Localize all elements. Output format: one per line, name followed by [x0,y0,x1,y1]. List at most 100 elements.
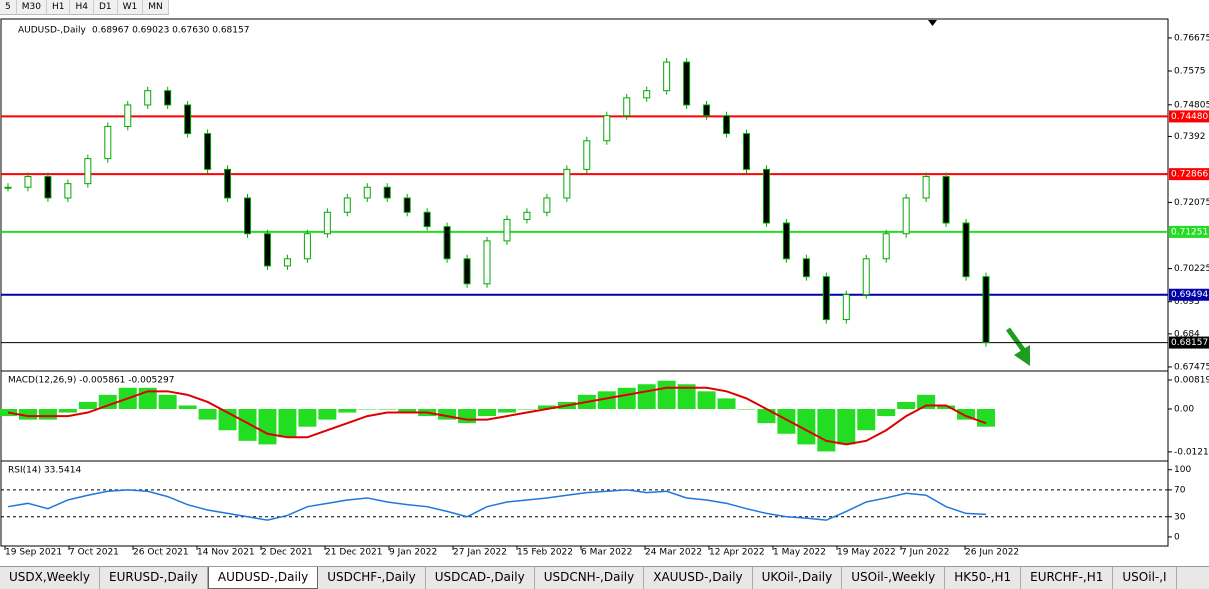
macd-bar [717,398,736,410]
symbol-tab[interactable]: EURCHF-,H1 [1021,567,1114,589]
macd-bar [537,405,556,410]
candle-body [343,197,351,213]
candle-body [263,233,271,267]
candle-body [164,90,172,106]
timeframe-button[interactable]: MN [143,0,169,14]
macd-bar [977,409,995,427]
x-tick-label: 12 Apr 2022 [709,548,765,558]
level-label-box [1169,110,1209,123]
timeframe-button[interactable]: 5 [0,0,17,14]
timeframe-button[interactable]: W1 [118,0,144,14]
candle-body [543,197,551,213]
macd-bar [298,409,317,427]
macd-bar [957,409,976,420]
candle-body [643,90,651,99]
symbol-tab[interactable]: USDCHF-,Daily [318,567,426,589]
timeframe-button[interactable]: H4 [70,0,94,14]
symbol-tabs: USDX,Weekly EURUSD-,Daily AUDUSD-,Daily USD… [0,566,1209,589]
candle-body [4,186,12,189]
candle-body [623,97,631,117]
y-tick-label: 30 [1174,512,1186,522]
timeframe-button[interactable]: D1 [94,0,118,14]
chart: 0.76675 0.7575 0.74805 0.7392 0.72075 0.70225… [0,18,1209,558]
candle-body [982,276,990,344]
x-tick-label: 7 Oct 2021 [69,548,119,558]
y-tick-label: 0.70225 [1174,264,1209,274]
macd-bar [458,409,477,424]
x-tick-label: 9 Jan 2022 [389,548,437,558]
macd-bar [657,380,676,410]
level-label: 0.72866 [1171,170,1208,180]
symbol-tab[interactable]: USOil-,Weekly [842,567,946,589]
trend-arrow [1005,327,1027,353]
level-label: 0.74480 [1171,112,1208,122]
symbol-tab[interactable]: USOil-,I [1113,567,1177,589]
candle-body [44,176,52,199]
symbol-tab[interactable]: EURUSD-,Daily [100,567,208,589]
macd-bar [478,409,497,417]
candle-body [24,176,32,188]
candle-body [882,233,890,260]
macd-bar [378,409,397,410]
candle-body [842,294,850,321]
candle-body [363,186,371,199]
candle-body [802,258,810,278]
candle-body [902,197,910,235]
y-tick-label: 0.76675 [1174,33,1209,43]
symbol-tab[interactable]: AUDUSD-,Daily [207,567,319,589]
symbol-tab[interactable]: USDCNH-,Daily [535,567,645,589]
macd-bar [757,409,776,424]
macd-bar [737,409,756,410]
level-label: 0.68157 [1171,338,1208,348]
symbol-tab[interactable]: XAUUSD-,Daily [644,567,753,589]
candle-body [603,115,611,142]
macd-bar [58,409,77,413]
macd-bar [318,409,337,420]
macd-bar [697,391,716,410]
macd-bar [897,401,916,410]
candle-body [124,104,132,127]
y-tick-label: 0.693 [1174,297,1200,307]
macd-bar [398,409,417,413]
x-tick-label: 7 Jun 2022 [901,548,949,558]
macd-bar [817,409,836,452]
x-tick-label: 27 Jan 2022 [453,548,507,558]
x-tick-label: 19 Sep 2021 [5,548,62,558]
y-tick-label: 0.7575 [1174,66,1206,76]
y-tick-label: 0.72075 [1174,198,1209,208]
macd-bar [797,409,816,445]
y-tick-label: 0.67475 [1174,362,1209,372]
symbol-tab[interactable]: USDX,Weekly [0,567,100,589]
symbol-tab[interactable]: USDCAD-,Daily [426,567,535,589]
candle-body [922,176,930,199]
level-label-box [1169,168,1209,181]
macd-bar [877,409,896,417]
candle-body [104,125,112,160]
timeframe-button[interactable]: H1 [47,0,71,14]
candle-body [822,276,830,321]
candle-body [283,258,291,267]
candle-body [323,211,331,235]
level-label: 0.71251 [1171,227,1208,237]
timeframe-toolbar: 5 M30 H1 H4 D1 W1 MN [0,0,169,15]
chart-frame [0,18,1169,547]
macd-bar [98,394,117,410]
symbol-tab[interactable]: UKOil-,Daily [753,567,843,589]
level-label-box [1169,288,1209,301]
candle-body [663,61,671,92]
candle-body [64,183,72,199]
x-tick-label: 21 Dec 2021 [325,548,383,558]
candle-body [463,258,471,285]
timeframe-button[interactable]: M30 [17,0,47,14]
candle-body [443,226,451,260]
candle-body [762,168,770,224]
candle-body [383,186,391,199]
macd-bar [617,387,636,410]
macd-bar [18,409,37,420]
level-label-box [1169,225,1209,238]
shift-marker [928,20,937,26]
macd-bar [338,409,357,413]
symbol-tab[interactable]: HK50-,H1 [945,567,1022,589]
y-tick-label: 0.684 [1174,329,1200,339]
